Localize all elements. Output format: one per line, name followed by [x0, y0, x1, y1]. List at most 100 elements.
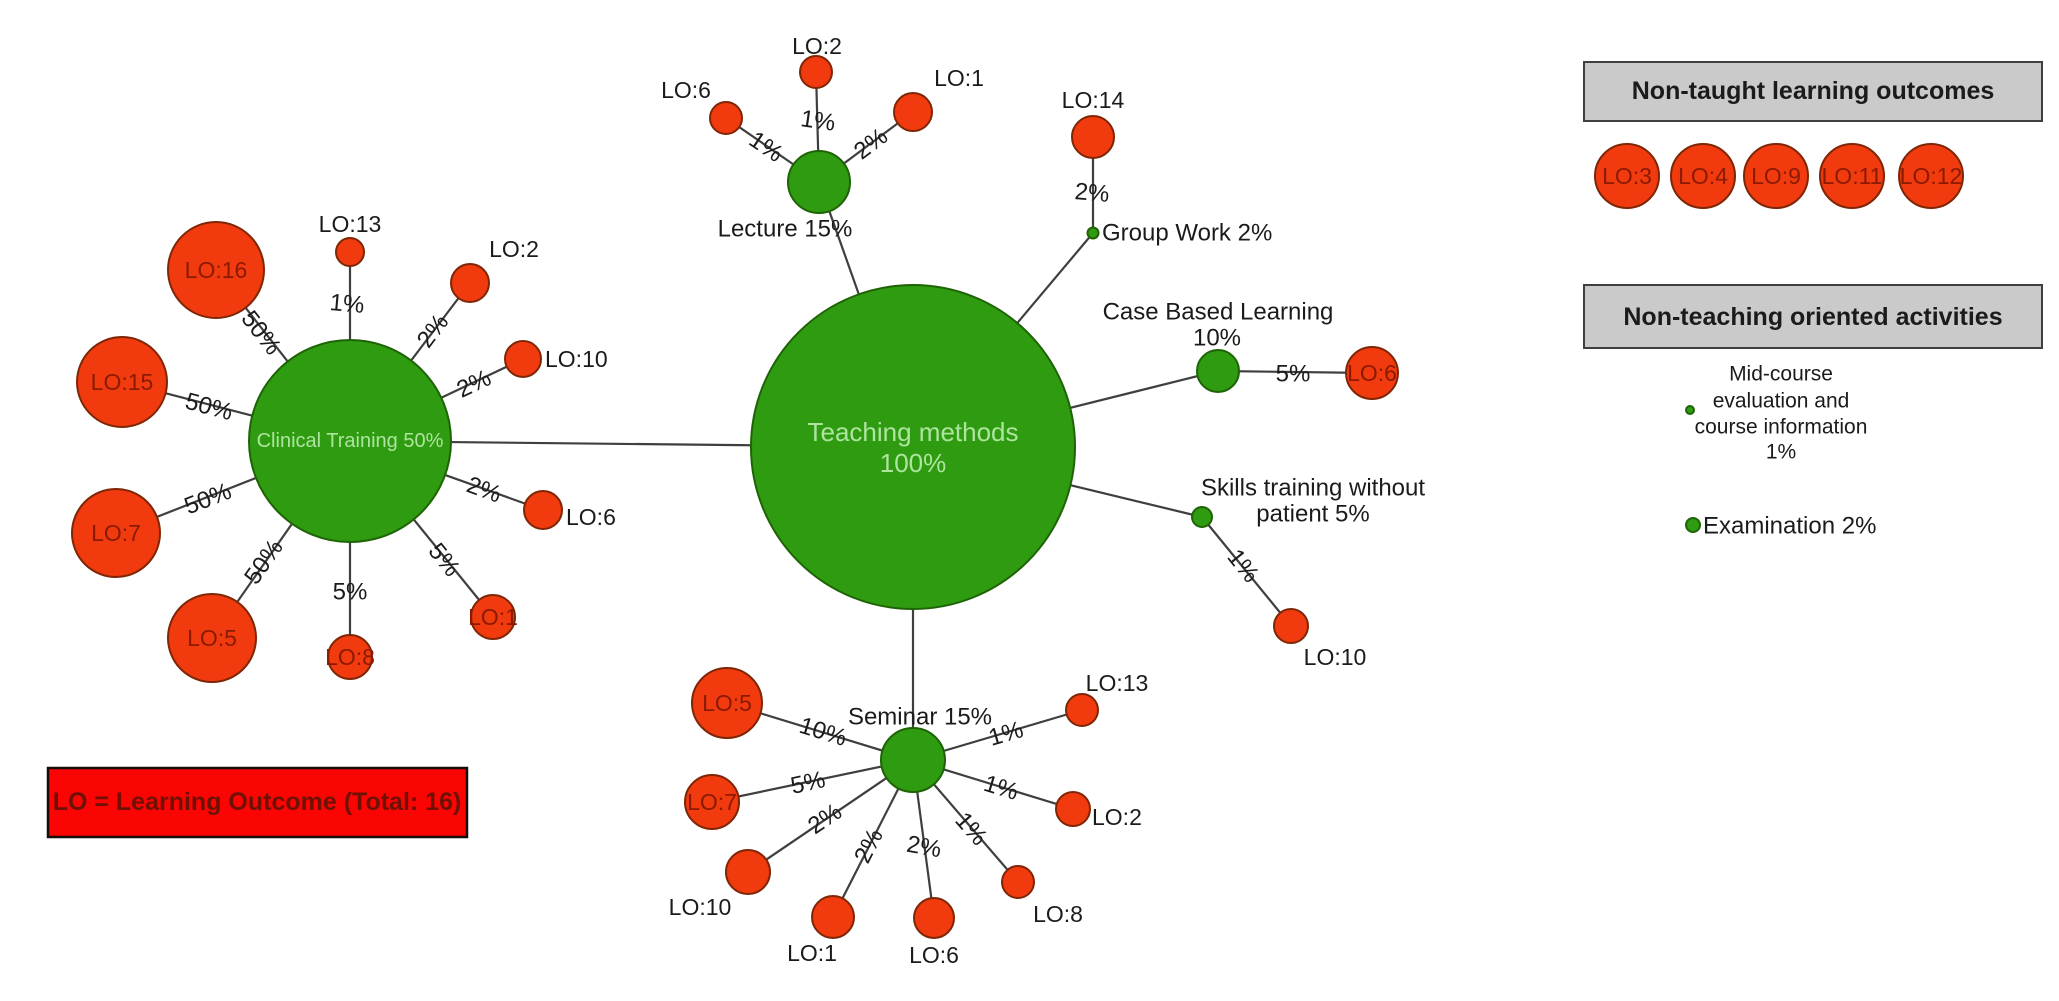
- lecture-lo1-label: LO:1: [934, 65, 984, 91]
- case-based-label-line2: 10%: [1193, 325, 1241, 352]
- non-taught-lo12-node: [1898, 143, 1964, 209]
- seminar-lo2-node: [1055, 791, 1091, 827]
- pct-lecture-lo2: 1%: [799, 105, 837, 137]
- lo-labels: LO:6 LO:2 LO:1 LO:14 LO:6 LO:10 LO:5 LO:…: [91, 33, 1397, 968]
- seminar-lo7-label: LO:7: [687, 789, 737, 815]
- clinical-lo7-node: [71, 488, 161, 578]
- skills-label-line2: patient 5%: [1256, 501, 1369, 528]
- clinical-training-label: Clinical Training 50%: [257, 430, 444, 452]
- non-taught-lo9-node: [1743, 143, 1809, 209]
- groupwork-lo14-label: LO:14: [1062, 87, 1125, 113]
- edge-skills-lo10: [1201, 516, 1292, 627]
- non-taught-lo11-node: [1819, 143, 1885, 209]
- lecture-lo2-label: LO:2: [792, 33, 842, 59]
- midcourse-line1: Mid-course: [1729, 363, 1833, 386]
- pct-seminar-lo6: 2%: [905, 831, 944, 864]
- clinical-lo1-label: LO:1: [468, 604, 518, 630]
- skills-lo10-node: [1273, 608, 1309, 644]
- clinical-lo5-node: [167, 593, 257, 683]
- clinical-training-node: [248, 339, 452, 543]
- casebased-lo6-label: LO:6: [1347, 360, 1397, 386]
- legend-red-box: [46, 766, 469, 839]
- non-taught-lo12-label: LO:12: [1900, 163, 1963, 189]
- non-taught-lo11-label: LO:11: [1822, 163, 1883, 189]
- seminar-label: Seminar 15%: [848, 704, 992, 731]
- legend-text: LO = Learning Outcome (Total: 16): [53, 788, 462, 816]
- non-taught-lo3-label: LO:3: [1602, 163, 1652, 189]
- clinical-lo8-label: LO:8: [325, 644, 375, 670]
- seminar-lo10-node: [725, 849, 771, 895]
- pct-clinical-lo7: 50%: [181, 478, 236, 520]
- group-work-label: Group Work 2%: [1102, 220, 1272, 247]
- clinical-lo10-node: [504, 340, 542, 378]
- clinical-lo13-label: LO:13: [319, 211, 382, 237]
- seminar-lo8-node: [1001, 865, 1035, 899]
- node-labels: Teaching methods 100% Clinical Training …: [257, 216, 1426, 731]
- teaching-methods-node: [750, 284, 1076, 610]
- clinical-lo2-node: [450, 263, 490, 303]
- pct-clinical-lo2: 2%: [412, 309, 454, 353]
- pct-clinical-lo16: 50%: [236, 306, 287, 360]
- pct-seminar-lo10: 2%: [803, 798, 847, 840]
- lecture-lo6-node: [709, 101, 743, 135]
- lecture-lo2-node: [799, 55, 833, 89]
- non-taught-panel: Non-taught learning outcomes LO:3 LO:4 L…: [1583, 61, 2043, 209]
- skills-label-line1: Skills training without: [1201, 475, 1425, 502]
- group-work-node: [1086, 226, 1100, 240]
- pct-lecture-lo1: 2%: [849, 123, 893, 165]
- clinical-lo15-node: [76, 336, 168, 428]
- clinical-lo6-label: LO:6: [566, 504, 616, 530]
- groupwork-lo14-node: [1071, 115, 1115, 159]
- seminar-node: [880, 727, 946, 793]
- pct-seminar-lo5: 10%: [796, 712, 850, 752]
- pct-casebased-lo6: 5%: [1276, 361, 1311, 388]
- examination-dot: [1685, 517, 1701, 533]
- clinical-lo10-label: LO:10: [545, 346, 608, 372]
- midcourse-line2: evaluation and: [1713, 390, 1850, 413]
- lecture-label: Lecture 15%: [718, 216, 853, 243]
- seminar-lo1-node: [811, 895, 855, 939]
- clinical-lo16-node: [167, 221, 265, 319]
- pct-seminar-lo1: 2%: [849, 824, 889, 867]
- clinical-lo6-node: [523, 490, 563, 530]
- non-teaching-panel: Non-teaching oriented activities Mid-cou…: [1583, 284, 2043, 540]
- casebased-lo6-node: [1345, 346, 1399, 400]
- pct-groupwork-lo14: 2%: [1074, 178, 1111, 208]
- pct-clinical-lo13: 1%: [329, 289, 366, 319]
- seminar-lo8-label: LO:8: [1033, 901, 1083, 927]
- lecture-lo1-node: [893, 92, 933, 132]
- seminar-lo7-node: [684, 774, 740, 830]
- non-teaching-header-box: [1583, 284, 2043, 349]
- pct-lecture-lo6: 1%: [744, 126, 788, 168]
- clinical-lo16-label: LO:16: [185, 257, 248, 283]
- lecture-node: [787, 150, 851, 214]
- edge-seminar-lo7: [711, 758, 914, 804]
- pct-clinical-lo10: 2%: [453, 364, 496, 403]
- non-taught-lo3-node: [1594, 143, 1660, 209]
- examination-label: Examination 2%: [1703, 513, 1876, 540]
- seminar-lo13-label: LO:13: [1086, 670, 1149, 696]
- non-taught-header-box: [1583, 61, 2043, 122]
- pct-clinical-lo5: 50%: [239, 535, 289, 590]
- skills-training-node: [1191, 506, 1213, 528]
- clinical-lo15-label: LO:15: [91, 369, 154, 395]
- edge-seminar-lo10: [747, 759, 914, 873]
- legend: LO = Learning Outcome (Total: 16): [46, 766, 469, 839]
- seminar-lo13-node: [1065, 693, 1099, 727]
- pct-seminar-lo2: 1%: [980, 770, 1021, 806]
- seminar-lo2-label: LO:2: [1092, 804, 1142, 830]
- seminar-lo6-label: LO:6: [909, 942, 959, 968]
- clinical-lo1-node: [470, 594, 516, 640]
- seminar-lo5-label: LO:5: [702, 690, 752, 716]
- case-based-learning-node: [1196, 349, 1240, 393]
- non-teaching-title: Non-teaching oriented activities: [1623, 303, 2002, 331]
- lecture-lo6-label: LO:6: [661, 77, 711, 103]
- clinical-lo2-label: LO:2: [489, 236, 539, 262]
- case-based-label-line1: Case Based Learning: [1103, 299, 1334, 326]
- seminar-lo6-node: [913, 897, 955, 939]
- pct-clinical-lo8: 5%: [333, 579, 368, 606]
- midcourse-line4: 1%: [1766, 441, 1796, 464]
- pct-skills-lo10: 1%: [1222, 544, 1265, 588]
- seminar-lo10-label: LO:10: [669, 894, 732, 920]
